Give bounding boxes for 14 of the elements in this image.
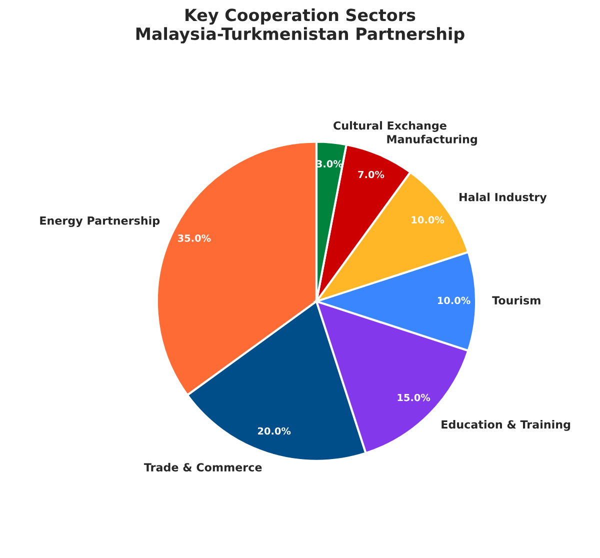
slice-label: Trade & Commerce: [144, 462, 262, 472]
data-label: 15.0%: [398, 394, 430, 402]
slice-label: Education & Training: [442, 420, 570, 431]
slice-label: Cultural Exchange: [334, 121, 446, 132]
slice-label: Energy Partnership: [40, 216, 160, 228]
data-label: 10.0%: [412, 216, 444, 224]
slice-label: Manufacturing: [387, 134, 477, 146]
data-label: 35.0%: [178, 234, 211, 242]
data-label: 10.0%: [438, 296, 470, 304]
slice-label: Halal Industry: [460, 192, 547, 204]
data-label: 20.0%: [258, 427, 291, 435]
data-label: 7.0%: [358, 170, 384, 178]
slice-label: Tourism: [492, 296, 540, 305]
chart-title: Key Cooperation Sectors Malaysia-Turkmenistan Partnership: [136, 8, 464, 44]
